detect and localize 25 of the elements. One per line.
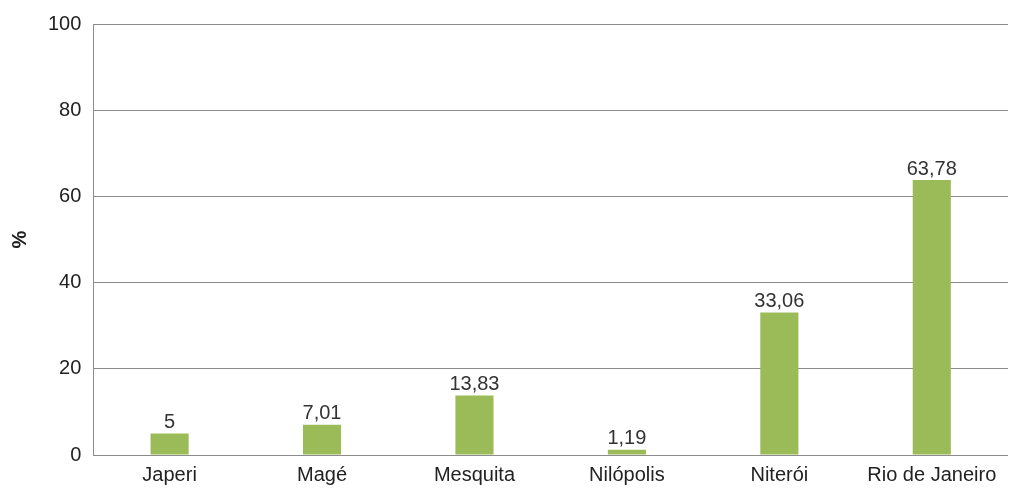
y-axis-title: % (7, 230, 30, 249)
data-label: 1,19 (607, 426, 647, 449)
x-tick-label: Mesquita (433, 462, 516, 485)
y-tick-label: 40 (59, 270, 82, 293)
y-tick-label: 100 (47, 11, 82, 34)
x-tick-label: Rio de Janeiro (867, 462, 997, 485)
bar (607, 449, 646, 455)
x-tick-label: Magé (297, 462, 348, 485)
bar (760, 312, 799, 455)
y-tick-label: 0 (70, 442, 82, 465)
bar (302, 424, 342, 455)
data-label: 7,01 (302, 401, 342, 424)
data-label: 63,78 (906, 156, 957, 179)
y-tick-label: 20 (59, 356, 82, 379)
data-label: 13,83 (449, 371, 500, 394)
x-tick-label: Japeri (142, 462, 197, 485)
bar (455, 395, 494, 455)
bar (912, 180, 951, 455)
x-tick-label: Nilópolis (589, 462, 665, 485)
y-tick-label: 80 (59, 97, 82, 120)
x-tick-label: Niterói (750, 462, 809, 485)
data-label: 33,06 (754, 289, 805, 312)
y-tick-label: 60 (59, 183, 82, 206)
bar (150, 433, 189, 455)
data-label: 5 (164, 409, 176, 432)
